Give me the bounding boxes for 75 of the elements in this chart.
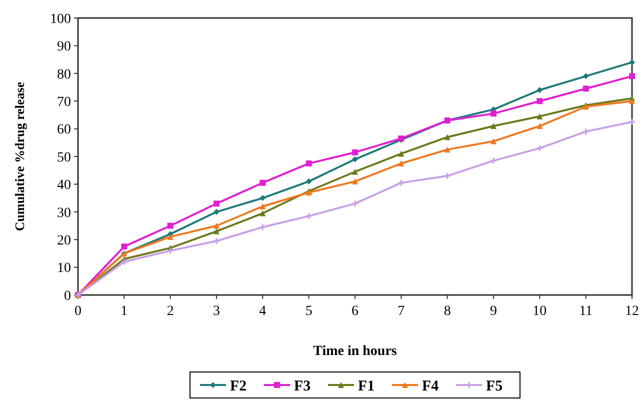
- x-tick-label: 5: [305, 304, 312, 319]
- point: [212, 237, 220, 245]
- x-tick-label: 1: [120, 304, 128, 319]
- point: [582, 86, 589, 92]
- x-tick-label: 7: [398, 304, 405, 319]
- y-tick-label: 100: [50, 12, 71, 27]
- point: [582, 128, 590, 136]
- x-tick-label: 6: [352, 304, 358, 319]
- point: [260, 195, 266, 202]
- x-tick-label: 11: [579, 304, 593, 319]
- point: [582, 73, 589, 80]
- legend-label: F4: [422, 378, 440, 394]
- x-tick-label: 8: [444, 304, 451, 319]
- x-tick-label: 4: [259, 304, 266, 319]
- point: [306, 178, 312, 184]
- point: [490, 123, 496, 130]
- point: [629, 98, 635, 104]
- y-tick-label: 60: [57, 122, 71, 138]
- point: [444, 172, 452, 180]
- y-tick-label: 10: [57, 261, 71, 276]
- point: [629, 59, 635, 66]
- x-tick-label: 9: [490, 304, 497, 319]
- point: [121, 244, 128, 250]
- point: [306, 160, 312, 166]
- point: [120, 258, 128, 266]
- y-tick-label: 70: [57, 95, 71, 110]
- point: [214, 222, 220, 229]
- point: [352, 149, 358, 156]
- point: [629, 73, 635, 80]
- y-axis-title: Cumulative %drug release: [12, 82, 27, 232]
- point: [258, 223, 266, 231]
- x-tick-label: 0: [74, 304, 82, 319]
- point: [490, 138, 496, 144]
- point: [260, 180, 266, 186]
- point: [490, 110, 496, 117]
- point: [536, 123, 543, 130]
- point: [536, 87, 543, 94]
- point: [167, 234, 174, 240]
- point: [397, 179, 405, 187]
- y-tick-label: 30: [57, 206, 71, 221]
- y-tick-label: 40: [57, 178, 71, 194]
- x-axis-title: Time in hours: [313, 344, 398, 359]
- x-tick-label: 3: [213, 304, 220, 319]
- point: [352, 178, 358, 184]
- point: [490, 156, 498, 164]
- point: [260, 210, 266, 216]
- y-tick-label: 0: [64, 288, 71, 304]
- point: [214, 228, 220, 234]
- point: [444, 146, 450, 153]
- x-tick-label: 10: [532, 304, 547, 319]
- point: [167, 222, 174, 229]
- legend-label: F3: [294, 378, 311, 394]
- point: [305, 212, 313, 220]
- point: [398, 150, 404, 157]
- point: [214, 208, 220, 215]
- legend-label: F2: [230, 378, 247, 394]
- y-tick-label: 90: [57, 40, 71, 55]
- point: [398, 160, 404, 166]
- x-tick-label: 2: [166, 304, 174, 319]
- point: [260, 203, 266, 210]
- point: [536, 98, 543, 104]
- point: [536, 113, 543, 120]
- y-tick-label: 20: [57, 234, 71, 248]
- point: [351, 200, 359, 208]
- point: [166, 246, 174, 254]
- point: [352, 156, 358, 162]
- point: [214, 200, 220, 207]
- legend-label: F1: [358, 378, 375, 394]
- point: [536, 144, 544, 152]
- point: [352, 168, 358, 175]
- y-tick-label: 80: [57, 67, 71, 82]
- legend-label: F5: [486, 378, 503, 394]
- y-tick-label: 50: [57, 150, 71, 166]
- point: [444, 134, 450, 140]
- x-tick-label: 12: [625, 304, 639, 319]
